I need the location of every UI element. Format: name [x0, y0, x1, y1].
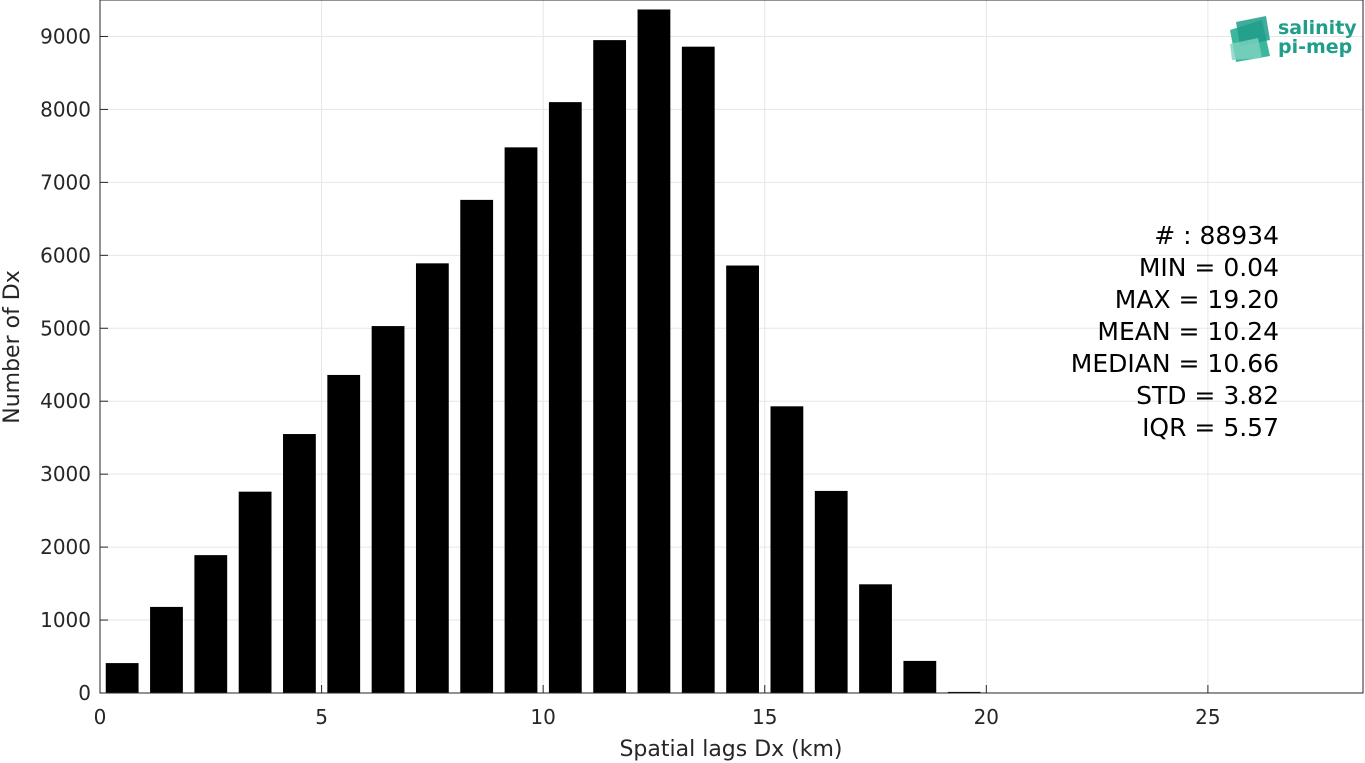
x-tick-label: 15: [752, 705, 777, 729]
histogram-bar: [637, 9, 671, 694]
histogram-bar: [681, 46, 715, 693]
histogram-bar: [194, 555, 228, 693]
stat-line: STD = 3.82: [1136, 381, 1279, 410]
y-tick-label: 1000: [40, 608, 91, 632]
histogram-bar: [327, 374, 361, 693]
stat-line: MIN = 0.04: [1139, 253, 1279, 282]
histogram-bar: [548, 102, 582, 693]
plot-frame: [99, 0, 1364, 694]
y-tick-label: 9000: [40, 24, 91, 48]
logo-text-salinity: salinity: [1278, 17, 1357, 39]
histogram-bar: [460, 199, 494, 693]
y-tick-label: 8000: [40, 97, 91, 121]
x-tick-label: 20: [974, 705, 999, 729]
histogram-bar: [238, 491, 272, 693]
histogram-bar: [770, 406, 804, 693]
y-tick-label: 5000: [40, 316, 91, 340]
y-axis-ticks: 0 1000 2000 3000 4000 5000 6000 7000 8000 9000: [40, 24, 108, 705]
x-axis-ticks: 0 5 10 15 20 25: [94, 685, 1221, 729]
bars-group: [105, 9, 981, 694]
y-tick-label: 0: [78, 681, 91, 705]
y-tick-label: 3000: [40, 462, 91, 486]
x-tick-label: 5: [315, 705, 328, 729]
stat-line: # : 88934: [1154, 221, 1279, 250]
salinity-pi-mep-logo: salinity pi-mep: [1230, 16, 1357, 62]
x-axis-label: Spatial lags Dx (km): [619, 737, 842, 762]
histogram-bar: [371, 326, 405, 693]
y-tick-label: 6000: [40, 243, 91, 267]
histogram-bar: [105, 663, 139, 693]
x-tick-label: 10: [530, 705, 555, 729]
stat-line: MEDIAN = 10.66: [1071, 349, 1279, 378]
histogram-bar: [504, 147, 538, 693]
histogram-bar: [903, 660, 937, 693]
x-tick-label: 0: [94, 705, 107, 729]
y-tick-label: 2000: [40, 535, 91, 559]
stat-line: IQR = 5.57: [1142, 413, 1279, 442]
histogram-bar: [726, 265, 759, 693]
x-tick-label: 25: [1195, 705, 1220, 729]
y-axis-label: Number of Dx: [0, 270, 25, 424]
histogram-bar: [593, 40, 627, 694]
logo-mark-icon: [1230, 16, 1270, 62]
stat-line: MAX = 19.20: [1115, 285, 1279, 314]
histogram-bar: [150, 606, 183, 693]
histogram-bar: [283, 434, 316, 693]
logo-text-pi-mep: pi-mep: [1278, 36, 1352, 58]
y-tick-label: 4000: [40, 389, 91, 413]
y-tick-label: 7000: [40, 170, 91, 194]
histogram-bar: [947, 691, 981, 693]
histogram-bar: [859, 584, 892, 693]
statistics-box: # : 88934 MIN = 0.04 MAX = 19.20 MEAN = 10.…: [1071, 221, 1279, 442]
histogram-bar: [415, 263, 449, 693]
stat-line: MEAN = 10.24: [1097, 317, 1279, 346]
histogram-bar: [814, 490, 848, 693]
